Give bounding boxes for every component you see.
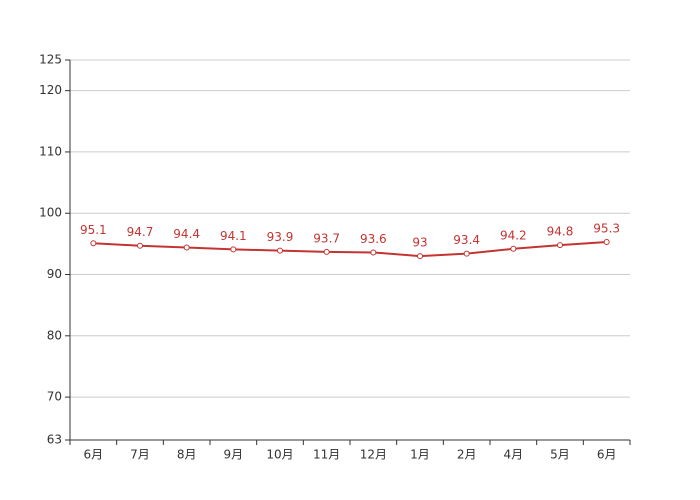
x-tick-label: 10月 <box>266 448 293 462</box>
x-tick-label: 9月 <box>224 448 244 462</box>
value-label: 94.2 <box>500 228 527 242</box>
x-tick-label: 7月 <box>130 448 150 462</box>
point <box>137 242 143 249</box>
y-tick-label: 90 <box>47 267 62 281</box>
line <box>93 241 607 258</box>
point <box>277 247 283 254</box>
point <box>230 246 237 253</box>
y-tick-label: 120 <box>39 83 62 97</box>
y-tick-label: 100 <box>39 206 62 220</box>
value-label: 93.7 <box>313 231 340 245</box>
point <box>417 253 423 260</box>
value-label: 94.7 <box>127 225 154 239</box>
x-tick-label: 12月 <box>360 448 387 462</box>
value-label: 94.4 <box>173 227 200 241</box>
point <box>183 244 190 251</box>
point <box>557 242 563 249</box>
value-label: 93.4 <box>453 233 480 247</box>
y-tick-label: 110 <box>39 144 62 158</box>
value-label: 95.3 <box>593 222 620 236</box>
x-tick-label: 8月 <box>177 448 197 462</box>
x-tick-label: 11月 <box>313 448 340 462</box>
x-tick-label: 6月 <box>597 448 617 462</box>
point <box>323 248 330 255</box>
x-tick-label: 6月 <box>84 448 104 462</box>
x-tick-label: 2月 <box>457 448 477 462</box>
y-tick-label: 80 <box>47 328 62 342</box>
point <box>510 245 517 252</box>
x-tick-label: 1月 <box>410 448 430 462</box>
value-label: 93.9 <box>267 230 294 244</box>
x-tick-label: 5月 <box>550 448 570 462</box>
y-tick-label: 125 <box>39 53 62 67</box>
value-label: 94.8 <box>547 225 574 239</box>
value-label: 93 <box>412 236 427 250</box>
value-label: 95.1 <box>80 223 107 237</box>
point <box>90 240 97 247</box>
y-tick-label: 70 <box>47 390 62 404</box>
value-label: 93.6 <box>360 232 387 246</box>
point <box>370 249 377 256</box>
point <box>463 250 470 257</box>
value-label: 94.1 <box>220 229 247 243</box>
y-tick-label: 63 <box>47 433 62 447</box>
x-tick-label: 4月 <box>504 448 524 462</box>
point <box>603 239 610 246</box>
